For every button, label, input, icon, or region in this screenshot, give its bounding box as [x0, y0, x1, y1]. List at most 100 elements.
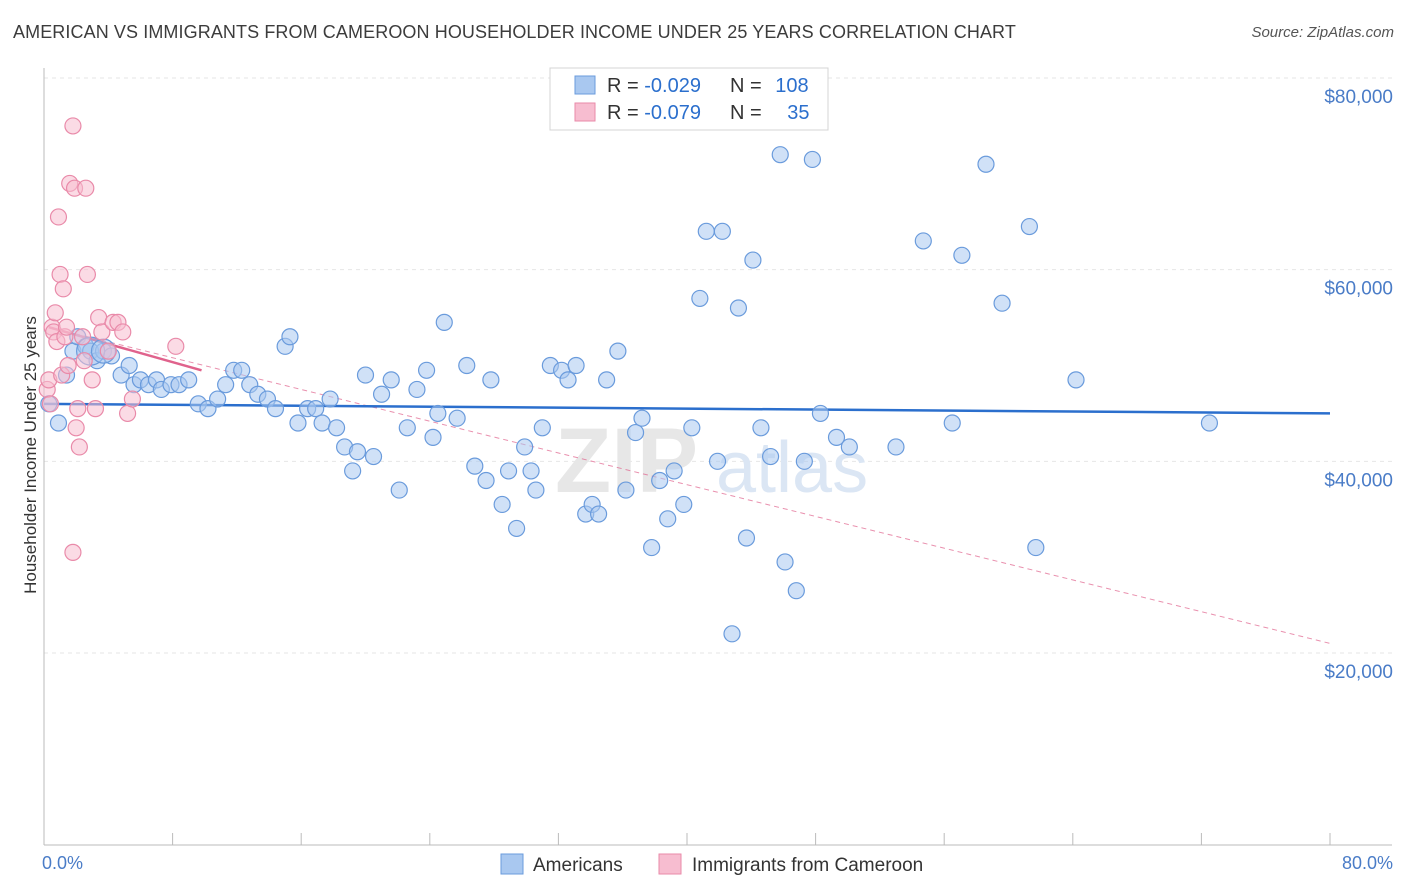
americans-point [559, 371, 577, 389]
cameroon-point [75, 352, 93, 370]
cameroon-point [64, 543, 82, 561]
grid-lines [44, 77, 1392, 654]
bottom-legend-label-cameroon: Immigrants from Cameroon [692, 855, 923, 876]
cameroon-point [51, 265, 69, 284]
americans-point [516, 438, 534, 456]
cameroon-point [114, 323, 132, 341]
cameroon-point [83, 371, 101, 389]
americans-point [776, 553, 794, 571]
americans-point [364, 447, 383, 466]
americans-point [771, 146, 789, 164]
americans-points [40, 146, 1219, 643]
americans-point [233, 361, 251, 379]
americans-point [617, 481, 635, 499]
cameroon-points [38, 117, 185, 561]
americans-point [708, 452, 727, 470]
americans-point [626, 423, 645, 442]
cameroon-point [49, 208, 68, 226]
americans-point [429, 404, 447, 423]
bottom-legend-label-americans: Americans [533, 855, 623, 876]
cameroon-point [123, 390, 142, 408]
americans-point [120, 356, 138, 375]
americans-point [209, 390, 227, 408]
legend-r-label-1: R = [607, 75, 644, 97]
americans-point [651, 471, 669, 490]
y-tick-label-20000: $20,000 [1324, 662, 1393, 683]
americans-point [390, 481, 408, 499]
cameroon-point [118, 404, 137, 423]
americans-point [752, 419, 770, 437]
source-label: Source: ZipAtlas.com [1251, 24, 1394, 41]
americans-point [811, 404, 830, 423]
americans-point [914, 232, 932, 250]
americans-point [217, 376, 235, 394]
americans-point [266, 400, 285, 418]
americans-point [691, 289, 709, 308]
americans-point [327, 419, 346, 437]
y-tick-label-80000: $80,000 [1324, 87, 1393, 108]
y-tick-label-40000: $40,000 [1324, 470, 1393, 491]
legend-n-label-1: N = [730, 75, 767, 97]
americans-point [466, 457, 484, 475]
y-tick-label-60000: $60,000 [1324, 279, 1393, 300]
svg-text:N = 35: N = 35 [730, 102, 810, 124]
svg-text:R = -0.079: R = -0.079 [607, 102, 701, 124]
y-axis-tick-labels: $20,000 $40,000 $60,000 $80,000 [1324, 87, 1393, 683]
americans-point [435, 313, 453, 331]
americans-point [477, 471, 495, 490]
cameroon-point [70, 438, 88, 456]
legend-r-label-2: R = [607, 102, 644, 124]
americans-point [527, 481, 545, 499]
americans-point [744, 251, 762, 269]
americans-point [787, 582, 805, 600]
americans-point [448, 409, 466, 427]
americans-point [493, 495, 511, 514]
americans-point [609, 342, 627, 360]
svg-text:R = -0.029: R = -0.029 [607, 75, 701, 97]
cameroon-point [59, 356, 77, 375]
cameroon-point [73, 328, 92, 346]
americans-point [408, 380, 426, 399]
americans-point [567, 356, 585, 375]
cameroon-point [64, 117, 82, 135]
stats-legend: R = -0.029 N = 108 R = -0.079 N = 35 [549, 67, 829, 131]
americans-point [1027, 538, 1045, 557]
x-tick-label-max: 80.0% [1342, 853, 1393, 873]
americans-point [723, 625, 741, 643]
legend-swatch-americans [574, 75, 596, 95]
americans-point [321, 390, 339, 408]
cameroon-point [90, 308, 108, 327]
legend-n-value-cameroon: 35 [787, 102, 809, 124]
americans-point [943, 414, 961, 432]
americans-point [977, 155, 995, 173]
americans-point [281, 328, 299, 346]
cameroon-point [69, 400, 87, 418]
legend-r-value-cameroon: -0.079 [644, 102, 701, 124]
americans-point [659, 510, 677, 528]
americans-point [675, 495, 693, 514]
y-axis-label: Householder Income Under 25 years [21, 316, 40, 594]
americans-point [633, 409, 651, 427]
americans-point [665, 462, 683, 480]
cameroon-point [99, 342, 117, 360]
americans-point [729, 299, 748, 317]
americans-point [697, 222, 715, 240]
americans-point [1020, 217, 1038, 236]
bottom-legend-swatch-cameroon [658, 853, 682, 875]
americans-point [424, 428, 442, 446]
americans-point [887, 438, 905, 456]
legend-n-value-americans: 108 [775, 75, 808, 97]
americans-point [827, 428, 846, 446]
legend-n-label-2: N = [730, 102, 767, 124]
americans-point [372, 385, 391, 403]
cameroon-point [54, 280, 72, 298]
americans-point [522, 462, 540, 480]
americans-point [344, 462, 362, 480]
americans-trend-line [43, 402, 1331, 415]
legend-r-value-americans: -0.029 [644, 75, 701, 97]
americans-point [417, 361, 436, 379]
americans-point [313, 414, 331, 432]
americans-point [643, 538, 661, 557]
americans-point [356, 366, 375, 384]
